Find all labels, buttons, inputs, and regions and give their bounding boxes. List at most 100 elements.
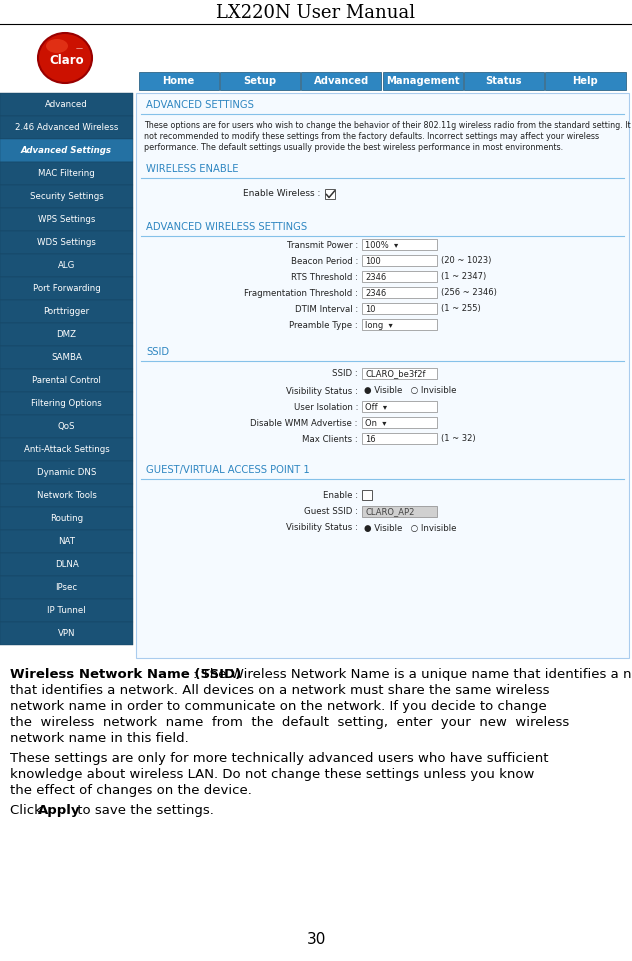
Text: Visibility Status :: Visibility Status : bbox=[286, 386, 358, 396]
Text: QoS: QoS bbox=[58, 422, 75, 431]
Bar bbox=[0, 369, 133, 392]
Text: DLNA: DLNA bbox=[54, 560, 78, 569]
Text: Network Tools: Network Tools bbox=[37, 491, 97, 500]
Bar bbox=[0, 139, 133, 162]
Text: CLARO_AP2: CLARO_AP2 bbox=[365, 507, 415, 516]
Text: DMZ: DMZ bbox=[56, 330, 76, 339]
Bar bbox=[0, 300, 133, 323]
Bar bbox=[0, 185, 133, 208]
Bar bbox=[0, 323, 133, 346]
Bar bbox=[362, 255, 437, 265]
Text: Max Clients :: Max Clients : bbox=[302, 434, 358, 443]
Text: (1 ~ 2347): (1 ~ 2347) bbox=[441, 273, 486, 282]
Text: 100%  ▾: 100% ▾ bbox=[365, 240, 398, 250]
Ellipse shape bbox=[46, 39, 68, 53]
Bar bbox=[362, 505, 437, 516]
Bar bbox=[138, 72, 219, 90]
Text: the effect of changes on the device.: the effect of changes on the device. bbox=[10, 784, 252, 797]
Text: MAC Filtering: MAC Filtering bbox=[38, 169, 95, 178]
Text: On  ▾: On ▾ bbox=[365, 418, 387, 428]
Bar bbox=[0, 438, 133, 461]
Text: long  ▾: long ▾ bbox=[365, 321, 392, 330]
Text: Dynamic DNS: Dynamic DNS bbox=[37, 468, 96, 477]
Bar bbox=[0, 507, 133, 530]
Text: Visibility Status :: Visibility Status : bbox=[286, 524, 358, 532]
Bar bbox=[362, 432, 437, 443]
Bar bbox=[0, 461, 133, 484]
Text: : The Wireless Network Name is a unique name that identifies a network. All devi: : The Wireless Network Name is a unique … bbox=[193, 668, 632, 681]
Text: Home: Home bbox=[162, 76, 195, 86]
Text: (256 ~ 2346): (256 ~ 2346) bbox=[441, 288, 497, 298]
Text: 2346: 2346 bbox=[365, 288, 386, 298]
Text: Help: Help bbox=[573, 76, 599, 86]
Text: ADVANCED WIRELESS SETTINGS: ADVANCED WIRELESS SETTINGS bbox=[146, 222, 307, 232]
Text: Management: Management bbox=[386, 76, 459, 86]
Text: Anti-Attack Settings: Anti-Attack Settings bbox=[23, 445, 109, 454]
Bar bbox=[362, 416, 437, 428]
Text: Security Settings: Security Settings bbox=[30, 192, 104, 201]
Text: These options are for users who wish to change the behavior of their 802.11g wir: These options are for users who wish to … bbox=[144, 121, 632, 130]
Bar bbox=[301, 72, 382, 90]
Text: Setup: Setup bbox=[243, 76, 277, 86]
Text: Fragmentation Threshold :: Fragmentation Threshold : bbox=[244, 288, 358, 298]
Bar bbox=[0, 231, 133, 254]
Text: Beacon Period :: Beacon Period : bbox=[291, 257, 358, 265]
Text: performance. The default settings usually provide the best wireless performance : performance. The default settings usuall… bbox=[144, 143, 563, 152]
Bar bbox=[0, 599, 133, 622]
Text: WIRELESS ENABLE: WIRELESS ENABLE bbox=[146, 164, 238, 174]
Bar bbox=[464, 72, 544, 90]
Text: LX220N User Manual: LX220N User Manual bbox=[216, 4, 416, 22]
Bar bbox=[220, 72, 300, 90]
Bar bbox=[0, 346, 133, 369]
Bar bbox=[0, 254, 133, 277]
Bar bbox=[136, 93, 629, 658]
Text: Preamble Type :: Preamble Type : bbox=[289, 321, 358, 330]
Text: 10: 10 bbox=[365, 305, 375, 313]
Bar bbox=[0, 208, 133, 231]
Text: Claro: Claro bbox=[50, 54, 84, 66]
Text: ADVANCED SETTINGS: ADVANCED SETTINGS bbox=[146, 100, 254, 110]
Text: Advanced Settings: Advanced Settings bbox=[21, 146, 112, 155]
Bar bbox=[0, 553, 133, 576]
Text: IP Tunnel: IP Tunnel bbox=[47, 606, 86, 615]
Text: Porttrigger: Porttrigger bbox=[44, 307, 90, 316]
Text: SSID :: SSID : bbox=[332, 369, 358, 379]
Text: Filtering Options: Filtering Options bbox=[31, 399, 102, 408]
Text: Click: Click bbox=[10, 804, 46, 817]
Text: that identifies a network. All devices on a network must share the same wireless: that identifies a network. All devices o… bbox=[10, 684, 549, 697]
Text: ● Visible   ○ Invisible: ● Visible ○ Invisible bbox=[364, 386, 456, 396]
Text: Enable Wireless :: Enable Wireless : bbox=[243, 189, 320, 199]
Text: Guest SSID :: Guest SSID : bbox=[304, 507, 358, 516]
Bar bbox=[362, 367, 437, 379]
Text: Parental Control: Parental Control bbox=[32, 376, 101, 385]
Bar bbox=[0, 415, 133, 438]
Text: (1 ~ 32): (1 ~ 32) bbox=[441, 434, 476, 443]
Bar bbox=[0, 530, 133, 553]
Text: Transmit Power :: Transmit Power : bbox=[287, 240, 358, 250]
Text: User Isolation :: User Isolation : bbox=[293, 403, 358, 411]
Text: network name in this field.: network name in this field. bbox=[10, 732, 189, 745]
Bar bbox=[362, 318, 437, 330]
Text: Status: Status bbox=[486, 76, 522, 86]
Bar bbox=[0, 622, 133, 645]
Bar bbox=[362, 303, 437, 313]
Text: the  wireless  network  name  from  the  default  setting,  enter  your  new  wi: the wireless network name from the defau… bbox=[10, 716, 569, 729]
Text: (1 ~ 255): (1 ~ 255) bbox=[441, 305, 481, 313]
Text: Enable :: Enable : bbox=[323, 490, 358, 500]
Bar bbox=[362, 238, 437, 250]
Text: IPsec: IPsec bbox=[56, 583, 78, 592]
Bar bbox=[0, 484, 133, 507]
Bar bbox=[0, 116, 133, 139]
Bar bbox=[325, 189, 335, 199]
Bar bbox=[362, 401, 437, 411]
Bar bbox=[545, 72, 626, 90]
Text: not recommended to modify these settings from the factory defaults. Incorrect se: not recommended to modify these settings… bbox=[144, 132, 599, 141]
Bar bbox=[362, 490, 372, 500]
Text: Routing: Routing bbox=[50, 514, 83, 523]
Text: Advanced: Advanced bbox=[313, 76, 369, 86]
Text: NAT: NAT bbox=[58, 537, 75, 546]
Text: —: — bbox=[75, 45, 83, 51]
Text: RTS Threshold :: RTS Threshold : bbox=[291, 273, 358, 282]
Text: 2346: 2346 bbox=[365, 273, 386, 282]
Text: ALG: ALG bbox=[58, 261, 75, 270]
